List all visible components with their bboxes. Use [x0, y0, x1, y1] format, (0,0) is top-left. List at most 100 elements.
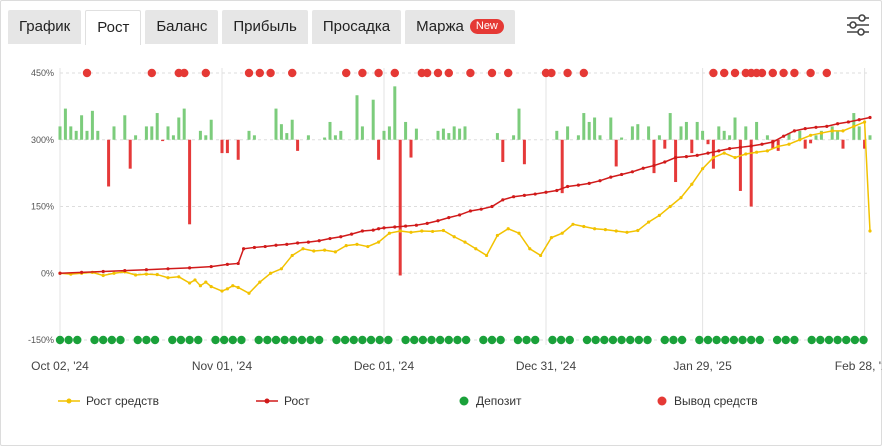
tab-balance[interactable]: Баланс	[145, 10, 219, 44]
line-point	[511, 195, 516, 199]
deposit-dot	[55, 335, 65, 345]
deposit-dot	[634, 335, 644, 345]
y-tick-label: 0%	[41, 268, 54, 278]
withdrawal-dot	[82, 68, 92, 78]
withdrawal-dot	[579, 68, 588, 78]
bar-up	[209, 119, 213, 140]
bar-up	[830, 126, 834, 140]
bar-up	[717, 126, 721, 140]
bar-down	[674, 139, 678, 183]
x-tick-label: Nov 01, '24	[192, 359, 253, 373]
legend-deposit[interactable]: Депозит	[458, 394, 522, 408]
deposit-dot	[824, 335, 834, 345]
line-point	[285, 242, 289, 246]
bar-up	[495, 133, 499, 140]
legend-withdrawal[interactable]: Вывод средств	[656, 394, 758, 408]
line-point	[701, 167, 705, 171]
line-point	[533, 192, 537, 196]
tab-margin[interactable]: Маржа New	[405, 10, 515, 44]
line-point	[522, 193, 527, 197]
bar-up	[582, 113, 586, 140]
line-point	[204, 280, 208, 284]
withdrawal-dot	[342, 68, 351, 78]
deposit-dot	[366, 335, 376, 345]
tab-growth[interactable]: Рост	[85, 10, 142, 45]
bar-up	[798, 130, 802, 140]
sliders-icon[interactable]	[844, 12, 872, 38]
deposit-dot	[643, 335, 652, 345]
legend-deposit-marker	[459, 396, 469, 406]
line-point	[738, 145, 743, 149]
bar-up	[123, 115, 127, 140]
bar-up	[576, 135, 580, 140]
deposit-dot	[755, 335, 765, 345]
deposit-dot	[548, 335, 557, 345]
deposit-dot	[591, 335, 600, 345]
withdrawal-dot	[504, 68, 513, 78]
line-point	[814, 125, 818, 129]
deposit-dot	[842, 335, 851, 345]
line-point	[409, 230, 413, 234]
bar-up	[684, 121, 688, 140]
withdrawal-dot	[358, 68, 367, 78]
line-point	[609, 175, 613, 179]
line-point	[371, 228, 375, 232]
bar-down	[803, 139, 807, 149]
line-point	[755, 150, 759, 154]
deposit-dot	[340, 335, 350, 345]
deposit-dot	[479, 335, 488, 345]
legend-equity-growth[interactable]: Рост средств	[58, 394, 159, 408]
line-point	[663, 160, 667, 164]
deposit-dot	[461, 335, 471, 345]
line-point	[479, 207, 483, 211]
bar-up	[166, 126, 170, 140]
line-point	[242, 247, 246, 251]
bar-up	[458, 128, 462, 140]
deposit-dot	[237, 335, 246, 345]
legend-growth[interactable]: Рост	[256, 394, 310, 408]
line-point	[798, 138, 802, 142]
tab-label: Баланс	[156, 18, 208, 35]
bar-up	[452, 126, 456, 140]
line-point	[490, 204, 494, 209]
line-point	[101, 273, 105, 278]
deposit-dot	[185, 335, 194, 345]
line-point	[857, 118, 861, 122]
bar-down	[841, 139, 845, 149]
legend-label: Рост средств	[86, 394, 159, 408]
bar-down	[614, 139, 618, 167]
bar-up	[679, 126, 683, 140]
y-tick-label: 150%	[31, 202, 54, 212]
bar-up	[695, 121, 699, 140]
bar-down	[809, 139, 813, 144]
chart-grid	[59, 68, 870, 345]
tab-chart[interactable]: График	[8, 10, 82, 44]
tab-profit[interactable]: Прибыль	[222, 10, 308, 44]
bar-down	[161, 139, 165, 142]
bar-up	[371, 99, 375, 140]
deposit-dot	[444, 335, 453, 345]
tab-drawdown[interactable]: Просадка	[311, 10, 402, 44]
line-point	[647, 220, 651, 224]
tab-label: Маржа	[416, 18, 464, 35]
deposit-dot	[99, 335, 108, 345]
line-point	[614, 229, 618, 233]
legend-withdrawal-marker	[657, 396, 667, 406]
bar-up	[279, 124, 283, 140]
deposit-dot	[772, 335, 782, 345]
line-point	[58, 271, 62, 275]
bar-up	[647, 126, 651, 140]
line-point	[387, 231, 391, 235]
line-point	[225, 287, 229, 291]
line-point	[144, 268, 148, 272]
withdrawal-dot	[779, 68, 788, 78]
y-tick-label: -150%	[28, 335, 54, 345]
line-point	[744, 152, 748, 156]
bar-up	[328, 121, 332, 140]
line-point	[711, 155, 716, 160]
line-point	[252, 245, 256, 250]
bar-up	[80, 115, 84, 140]
bar-up	[722, 130, 726, 140]
y-tick-label: 450%	[31, 68, 54, 78]
bar-up	[252, 135, 256, 140]
